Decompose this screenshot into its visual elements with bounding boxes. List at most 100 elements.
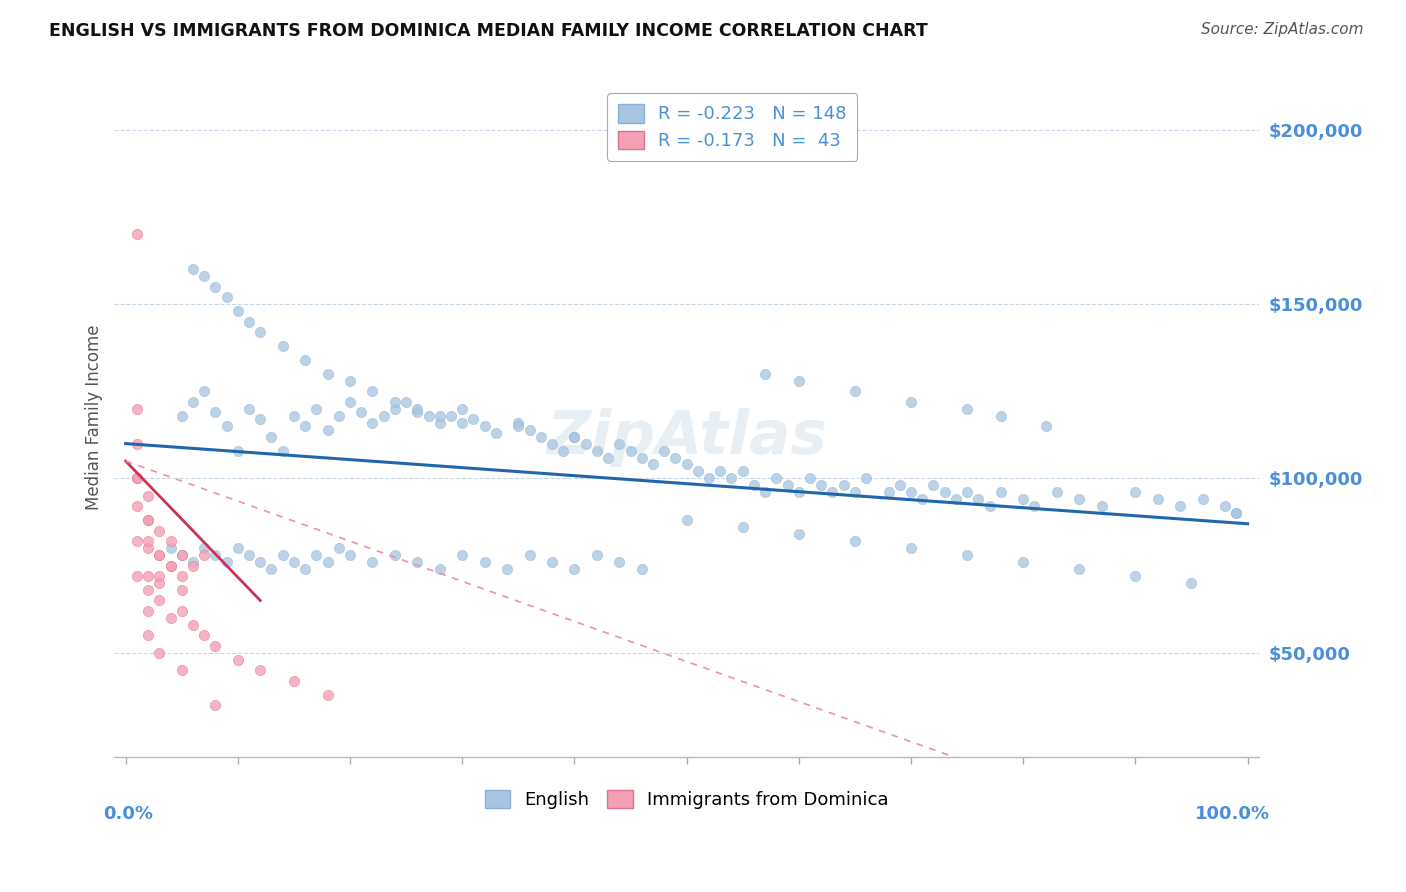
Point	[148, 576, 170, 591]
Point	[630, 450, 652, 465]
Point	[238, 314, 260, 328]
Point	[193, 548, 215, 562]
Point	[934, 485, 956, 500]
Point	[474, 419, 496, 434]
Point	[1024, 500, 1046, 514]
Point	[596, 450, 619, 465]
Point	[720, 471, 742, 485]
Point	[575, 436, 598, 450]
Point	[731, 465, 754, 479]
Point	[125, 401, 148, 416]
Point	[204, 548, 226, 562]
Point	[440, 409, 463, 423]
Point	[170, 604, 193, 618]
Point	[1012, 492, 1035, 507]
Point	[249, 412, 271, 426]
Point	[406, 555, 429, 569]
Point	[844, 485, 866, 500]
Point	[1046, 485, 1069, 500]
Point	[429, 562, 451, 576]
Point	[1125, 569, 1147, 583]
Point	[136, 513, 159, 527]
Point	[911, 492, 934, 507]
Point	[754, 485, 776, 500]
Point	[675, 458, 697, 472]
Point	[564, 429, 586, 443]
Point	[754, 367, 776, 381]
Point	[429, 409, 451, 423]
Point	[406, 401, 429, 416]
Text: ZipAtlas: ZipAtlas	[546, 409, 827, 467]
Point	[496, 562, 519, 576]
Point	[125, 471, 148, 485]
Point	[474, 555, 496, 569]
Point	[170, 409, 193, 423]
Point	[238, 401, 260, 416]
Point	[900, 394, 922, 409]
Point	[136, 534, 159, 549]
Point	[607, 555, 630, 569]
Point	[339, 394, 361, 409]
Point	[238, 548, 260, 562]
Point	[519, 423, 541, 437]
Point	[384, 548, 406, 562]
Point	[136, 582, 159, 597]
Point	[181, 558, 204, 573]
Point	[564, 562, 586, 576]
Point	[316, 367, 339, 381]
Point	[945, 492, 967, 507]
Point	[821, 485, 844, 500]
Point	[271, 443, 294, 458]
Point	[361, 384, 384, 399]
Point	[125, 471, 148, 485]
Point	[406, 405, 429, 419]
Point	[675, 513, 697, 527]
Point	[776, 478, 799, 492]
Point	[429, 416, 451, 430]
Point	[630, 562, 652, 576]
Point	[508, 419, 530, 434]
Point	[485, 426, 508, 441]
Point	[305, 401, 328, 416]
Point	[787, 374, 810, 388]
Point	[148, 646, 170, 660]
Point	[844, 534, 866, 549]
Point	[294, 562, 316, 576]
Point	[136, 569, 159, 583]
Point	[1225, 506, 1247, 520]
Point	[294, 352, 316, 367]
Point	[316, 555, 339, 569]
Point	[451, 416, 474, 430]
Point	[148, 548, 170, 562]
Point	[328, 541, 350, 556]
Point	[844, 384, 866, 399]
Point	[956, 485, 979, 500]
Point	[181, 555, 204, 569]
Point	[619, 443, 641, 458]
Text: 100.0%: 100.0%	[1195, 805, 1270, 823]
Text: 0.0%: 0.0%	[103, 805, 153, 823]
Point	[226, 443, 249, 458]
Point	[877, 485, 900, 500]
Point	[742, 478, 765, 492]
Point	[159, 558, 181, 573]
Point	[664, 450, 686, 465]
Point	[125, 534, 148, 549]
Point	[641, 458, 664, 472]
Point	[1225, 506, 1247, 520]
Point	[553, 443, 575, 458]
Point	[361, 555, 384, 569]
Point	[1168, 500, 1191, 514]
Point	[1180, 576, 1202, 591]
Point	[249, 325, 271, 339]
Y-axis label: Median Family Income: Median Family Income	[86, 325, 103, 510]
Point	[922, 478, 945, 492]
Point	[451, 548, 474, 562]
Point	[697, 471, 720, 485]
Point	[148, 593, 170, 607]
Point	[889, 478, 911, 492]
Point	[373, 409, 395, 423]
Point	[204, 639, 226, 653]
Point	[271, 339, 294, 353]
Point	[765, 471, 787, 485]
